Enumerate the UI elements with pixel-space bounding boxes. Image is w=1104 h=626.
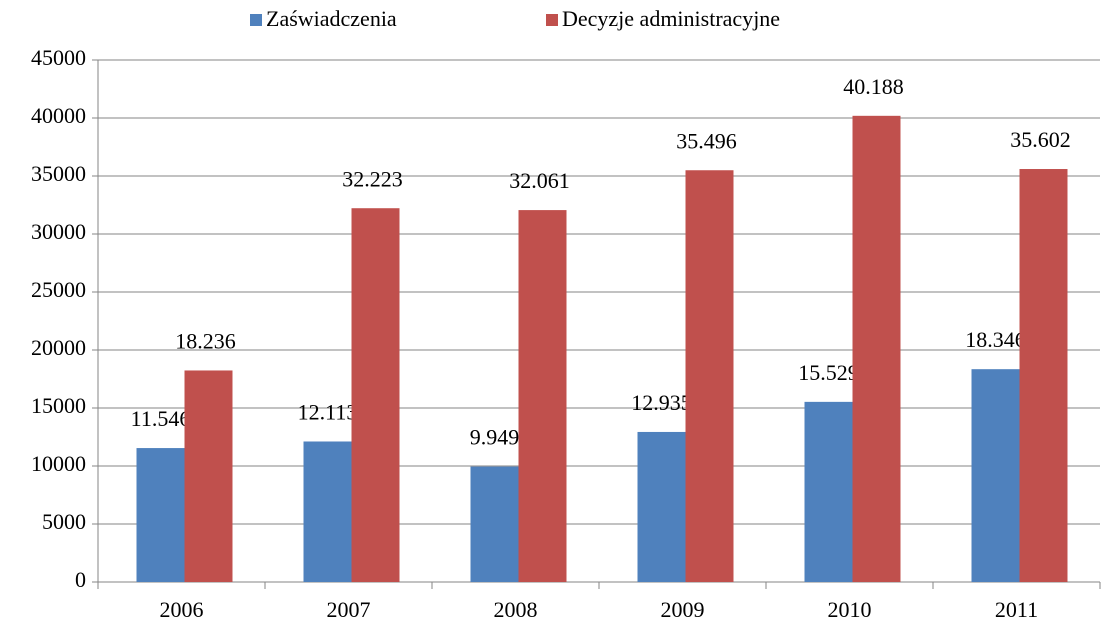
y-tick-label: 40000 — [31, 103, 86, 128]
y-tick-label: 10000 — [31, 451, 86, 476]
legend-label: Zaświadczenia — [266, 6, 397, 31]
legend-swatch — [250, 14, 262, 26]
y-tick-label: 15000 — [31, 393, 86, 418]
value-label: 15.529 — [798, 360, 859, 385]
bar — [804, 401, 853, 582]
bar — [184, 370, 233, 582]
x-tick-label: 2011 — [995, 597, 1038, 622]
legend-label: Decyzje administracyjne — [562, 6, 780, 31]
legend-swatch — [546, 14, 558, 26]
value-label: 32.061 — [509, 168, 570, 193]
x-tick-label: 2010 — [828, 597, 872, 622]
value-label: 12.113 — [298, 400, 358, 425]
y-tick-label: 30000 — [31, 219, 86, 244]
x-tick-label: 2009 — [661, 597, 705, 622]
bar — [637, 431, 686, 582]
bar — [303, 441, 352, 582]
value-label: 32.223 — [342, 166, 403, 191]
y-tick-label: 35000 — [31, 161, 86, 186]
value-label: 9.949 — [470, 425, 520, 450]
bar — [1019, 169, 1068, 583]
value-label: 35.496 — [676, 128, 737, 153]
bar — [852, 115, 901, 582]
y-tick-label: 0 — [75, 567, 86, 592]
value-label: 40.188 — [843, 74, 904, 99]
y-tick-label: 20000 — [31, 335, 86, 360]
bar — [518, 210, 567, 582]
x-tick-label: 2006 — [160, 597, 204, 622]
bar — [470, 466, 519, 582]
x-tick-label: 2008 — [494, 597, 538, 622]
value-label: 18.346 — [965, 327, 1026, 352]
x-tick-label: 2007 — [327, 597, 371, 622]
bar — [971, 369, 1020, 582]
bar — [685, 170, 734, 582]
bar — [351, 208, 400, 582]
value-label: 12.935 — [631, 390, 692, 415]
value-label: 35.602 — [1010, 127, 1071, 152]
y-tick-label: 25000 — [31, 277, 86, 302]
value-label: 11.546 — [131, 406, 191, 431]
bar — [136, 448, 185, 582]
y-tick-label: 45000 — [31, 45, 86, 70]
value-label: 18.236 — [175, 329, 236, 354]
y-tick-label: 5000 — [42, 509, 86, 534]
